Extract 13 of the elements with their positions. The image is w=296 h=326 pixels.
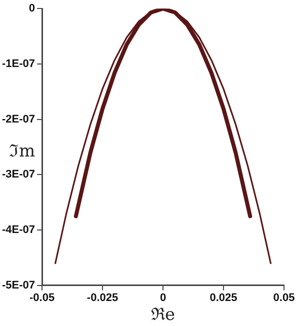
x-tick-label: -0.05	[29, 292, 55, 304]
y-tick-label: -1E-07	[2, 58, 36, 70]
y-tick-label: -2E-07	[2, 113, 36, 126]
x-tick-label: 0.025	[210, 292, 238, 304]
y-tick-label: -3E-07	[2, 168, 36, 181]
y-tick-label: -4E-07	[2, 224, 36, 236]
x-axis-title: ℜe	[150, 305, 176, 326]
x-tick-label: 0	[160, 292, 166, 304]
y-tick-label: -5E-07	[2, 279, 36, 292]
y-tick-label: 0	[28, 2, 36, 15]
y-axis-title: ℑm	[8, 141, 36, 162]
x-tick-label: 0.05	[273, 292, 295, 304]
x-tick-label: -0.025	[86, 292, 118, 304]
